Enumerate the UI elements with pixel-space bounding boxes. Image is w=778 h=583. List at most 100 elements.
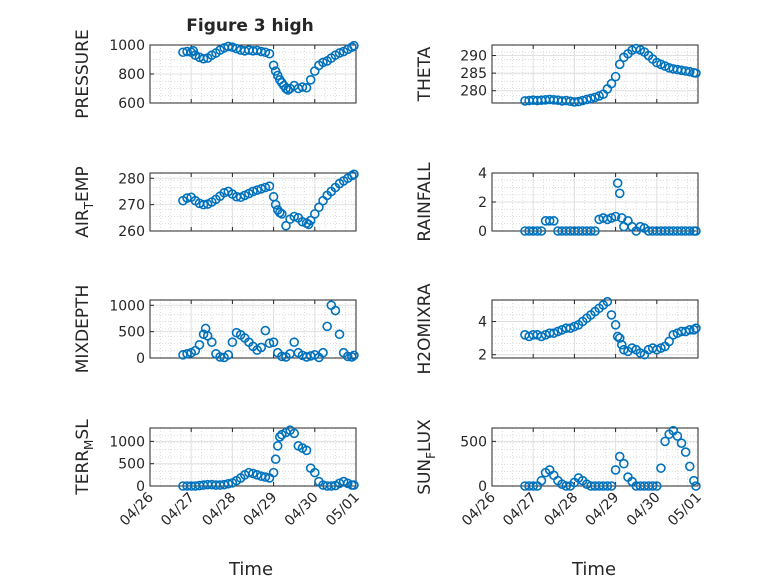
pressure-data-point bbox=[281, 83, 291, 94]
h2omixra-y-tick-label: 2 bbox=[478, 348, 487, 364]
airtemp-data-point bbox=[182, 193, 192, 203]
mixdepth-axes-box bbox=[149, 299, 357, 359]
terrmsl-data-point bbox=[248, 468, 258, 479]
airtemp-subplot: 260 270 280 AIRTEMP bbox=[73, 166, 359, 240]
mixdepth-data-point bbox=[227, 337, 238, 347]
sunflux-y-axis-label-main: SUN bbox=[415, 459, 435, 495]
airtemp-data-point bbox=[314, 202, 324, 213]
rainfall-series bbox=[520, 178, 701, 236]
theta-data-point bbox=[684, 66, 695, 77]
terrmsl-data-point bbox=[268, 467, 279, 478]
airtemp-data-point bbox=[289, 211, 300, 222]
sunflux-data-point bbox=[651, 481, 662, 491]
airtemp-data-point bbox=[349, 169, 359, 180]
sunflux-data-point bbox=[606, 481, 617, 491]
terrmsl-data-point bbox=[289, 428, 300, 439]
airtemp-data-point bbox=[264, 181, 275, 191]
terrmsl-y-axis-label: TERRMSL bbox=[73, 419, 96, 496]
sunflux-data-point bbox=[660, 436, 670, 447]
terrmsl-data-point bbox=[274, 432, 285, 442]
sunflux-subplot: 0 500 04/26 04/27 04/28 04/29 04/30 05/01 SUNFLU… bbox=[415, 419, 705, 530]
sunflux-data-point bbox=[536, 475, 547, 486]
theta-series bbox=[520, 43, 701, 107]
mixdepth-y-tick-label: 500 bbox=[118, 325, 145, 341]
terrmsl-data-point bbox=[309, 467, 320, 478]
airtemp-y-axis-label-main: AIR bbox=[73, 209, 93, 238]
mixdepth-data-point bbox=[342, 351, 353, 362]
sunflux-x-tick-label: 04/28 bbox=[541, 490, 581, 530]
terrmsl-y-tick-label: 1000 bbox=[109, 434, 145, 450]
mixdepth-y-tick-label: 0 bbox=[136, 351, 145, 367]
airtemp-data-point bbox=[277, 209, 287, 219]
pressure-data-point bbox=[268, 60, 279, 71]
sunflux-data-point bbox=[676, 438, 687, 448]
mixdepth-data-point bbox=[322, 321, 332, 332]
mixdepth-data-point bbox=[277, 351, 287, 362]
terrmsl-x-tick-label: 04/29 bbox=[241, 490, 281, 530]
terrmsl-y-tick-label: 0 bbox=[136, 479, 145, 495]
mixdepth-data-point bbox=[349, 350, 359, 361]
rainfall-data-point bbox=[612, 178, 623, 188]
sunflux-series bbox=[520, 425, 701, 491]
airtemp-data-point bbox=[281, 220, 291, 231]
h2omixra-data-point bbox=[612, 331, 623, 342]
pressure-series bbox=[178, 40, 359, 95]
theta-y-tick-label: 290 bbox=[460, 49, 487, 65]
mixdepth-data-point bbox=[330, 305, 341, 316]
rainfall-data-point bbox=[532, 226, 543, 236]
terrmsl-x-tick-label: 04/28 bbox=[199, 490, 239, 530]
terrmsl-data-point bbox=[326, 481, 337, 491]
pressure-data-point bbox=[227, 42, 238, 52]
rainfall-data-point bbox=[586, 226, 596, 236]
h2omixra-y-axis-label: H2OMIXRA bbox=[415, 283, 435, 374]
airtemp-data-point bbox=[198, 199, 209, 210]
sunflux-y-axis-label-subscript: F bbox=[424, 452, 438, 459]
h2omixra-series bbox=[520, 296, 701, 360]
pressure-data-point bbox=[260, 47, 271, 58]
sunflux-y-axis-label: SUNFLUX bbox=[415, 419, 438, 495]
mixdepth-data-point bbox=[194, 340, 205, 350]
sunflux-data-point bbox=[689, 475, 699, 486]
terrmsl-x-tick-label: 04/26 bbox=[117, 489, 157, 529]
rainfall-data-point bbox=[606, 213, 617, 223]
airtemp-y-axis-label-rest: EMP bbox=[73, 166, 93, 202]
rainfall-data-point bbox=[544, 216, 555, 226]
pressure-data-point bbox=[318, 57, 328, 68]
terrmsl-series bbox=[178, 425, 359, 491]
terrmsl-x-tick-label: 04/30 bbox=[282, 490, 322, 530]
rainfall-data-point bbox=[536, 226, 547, 236]
h2omixra-subplot: 2 4 H2OMIXRA bbox=[415, 283, 701, 375]
airtemp-data-point bbox=[260, 182, 271, 193]
mixdepth-data-point bbox=[268, 337, 279, 347]
theta-data-point bbox=[691, 68, 701, 78]
mixdepth-subplot: 0 500 1000 MIXDEPTH bbox=[73, 285, 359, 373]
pressure-data-point bbox=[301, 82, 312, 93]
sunflux-data-point bbox=[602, 481, 613, 491]
pressure-y-tick-label: 800 bbox=[118, 67, 145, 83]
airtemp-data-point bbox=[309, 209, 320, 219]
pressure-data-point bbox=[182, 46, 192, 57]
sunflux-data-point bbox=[691, 481, 701, 491]
pressure-data-point bbox=[264, 48, 275, 59]
mixdepth-data-point bbox=[264, 338, 275, 349]
h2omixra-data-point bbox=[691, 323, 701, 333]
mixdepth-data-point bbox=[347, 352, 357, 362]
pressure-data-point bbox=[297, 82, 308, 92]
theta-y-tick-label: 280 bbox=[460, 84, 487, 100]
mixdepth-data-point bbox=[289, 337, 300, 347]
airtemp-axes-box bbox=[149, 172, 357, 232]
h2omixra-data-point bbox=[606, 310, 617, 320]
rainfall-y-tick-label: 4 bbox=[478, 166, 487, 182]
sunflux-data-point bbox=[528, 481, 539, 491]
sunflux-y-tick-label: 500 bbox=[460, 434, 487, 450]
h2omixra-data-point bbox=[602, 296, 613, 307]
sunflux-data-point bbox=[610, 465, 621, 475]
mixdepth-y-tick-label: 1000 bbox=[109, 298, 145, 314]
terrmsl-y-axis-label-subscript: M bbox=[82, 440, 96, 450]
rainfall-data-point bbox=[610, 211, 621, 222]
airtemp-y-axis-label: AIRTEMP bbox=[73, 166, 96, 237]
pressure-y-axis-label: PRESSURE bbox=[73, 29, 93, 118]
rainfall-data-point bbox=[602, 214, 613, 225]
rainfall-data-point bbox=[548, 216, 559, 226]
terrmsl-subplot: 0 500 1000 04/26 04/27 04/28 04/29 04/30 05/01 TE… bbox=[73, 419, 363, 530]
